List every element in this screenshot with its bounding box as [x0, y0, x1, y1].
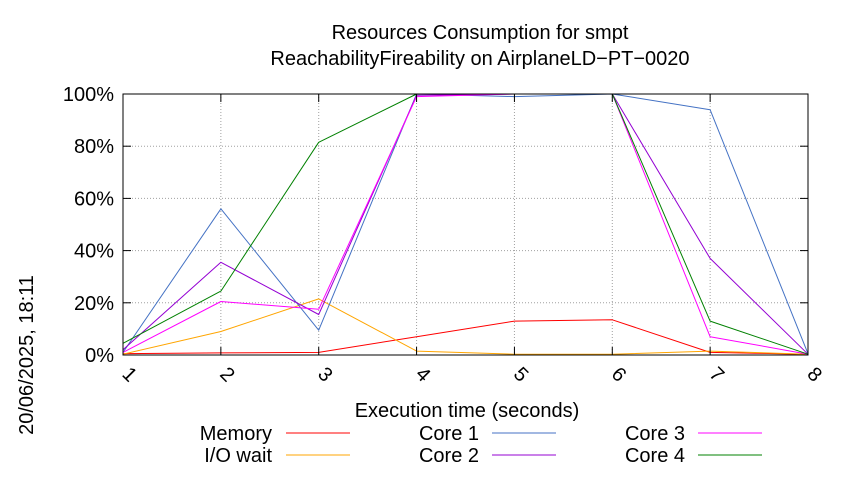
legend-label-memory: Memory: [200, 423, 272, 445]
series-line-core-2: [122, 93, 809, 355]
x-tick-label: 3: [313, 363, 336, 386]
legend-label-core-2: Core 2: [419, 445, 479, 467]
x-axis-ticks: 1 2 3 4 5 6 7 8: [118, 94, 826, 386]
y-tick-label: 20%: [74, 293, 114, 315]
legend-label-core-4: Core 4: [625, 445, 685, 467]
series-line-i-o-wait: [122, 298, 809, 355]
chart-subtitle: ReachabilityFireability on AirplaneLD−PT…: [270, 48, 689, 70]
chart-title: Resources Consumption for smpt: [332, 22, 629, 44]
series-line-memory: [122, 319, 809, 355]
x-tick-label: 6: [607, 363, 630, 386]
grid: [123, 94, 808, 355]
legend-label-core-3: Core 3: [625, 423, 685, 445]
y-tick-label: 80%: [74, 136, 114, 158]
legend-label-i-o-wait: I/O wait: [204, 445, 272, 467]
y-tick-label: 60%: [74, 188, 114, 210]
series-line-core-1: [122, 93, 809, 354]
series-line-core-4: [122, 93, 809, 355]
x-tick-label: 8: [803, 363, 826, 386]
x-tick-label: 5: [509, 363, 532, 386]
legend-label-core-1: Core 1: [419, 423, 479, 445]
x-tick-label: 2: [215, 363, 238, 386]
x-tick-label: 7: [705, 363, 728, 386]
series-lines: [122, 93, 809, 355]
plot-frame: [122, 93, 809, 356]
y-tick-label: 0%: [85, 345, 114, 367]
y-tick-label: 40%: [74, 241, 114, 263]
timestamp-label: 20/06/2025, 18:11: [16, 275, 38, 435]
series-line-core-3: [122, 93, 809, 355]
y-tick-label: 100%: [63, 84, 114, 106]
x-axis-label: Execution time (seconds): [355, 400, 580, 422]
x-tick-label: 1: [118, 363, 141, 386]
x-tick-label: 4: [411, 363, 434, 386]
y-axis-ticks: 0% 20% 40% 60% 80% 100%: [63, 84, 808, 367]
